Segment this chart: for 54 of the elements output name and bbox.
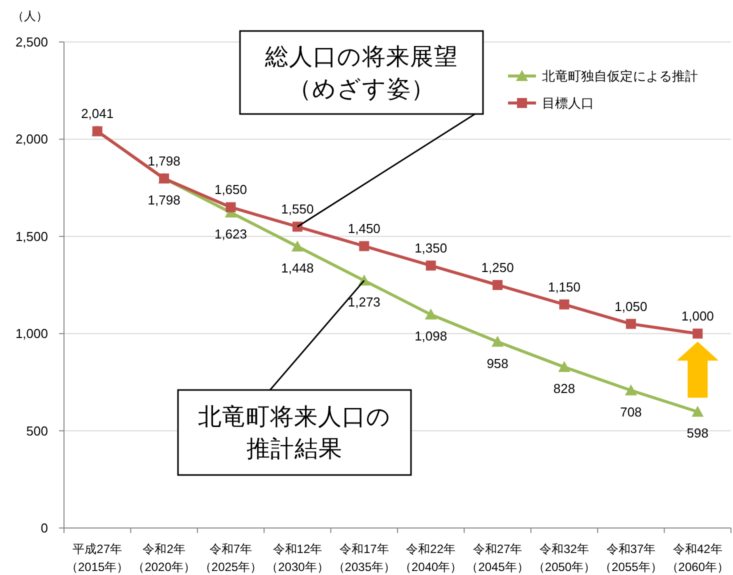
point [626,318,636,329]
point [692,328,703,339]
y-tick-label: 0 [40,520,48,536]
point [226,202,236,212]
y-tick-label: 500 [26,423,48,438]
data-label: 708 [620,404,642,420]
point [426,260,436,271]
data-label: 1,798 [148,192,180,208]
data-label: 1,550 [281,202,314,217]
x-tick-label: 令和37年（2055年） [600,542,662,574]
annotation: 総人口の将来展望（めざす姿） [264,44,458,102]
x-tick-label: 令和22年（2040年） [400,542,462,574]
point [492,336,504,347]
x-tick-label: 令和32年（2050年） [532,542,596,574]
data-label: 1,050 [614,298,648,314]
data-label: 1,450 [348,221,380,236]
data-label: 1,650 [214,182,248,198]
x-tick-label: 令和7年（2025年） [199,542,262,574]
data-label: 1,250 [481,260,514,275]
x-tick-label: 令和27年（2045年） [466,542,529,574]
data-label: 1,798 [148,153,180,168]
point [359,241,370,252]
data-label: 1,448 [281,260,314,276]
data-label: 2,041 [81,106,114,122]
data-label: 1,623 [214,226,248,242]
x-tick-label: 平成27年（2015年） [66,542,129,574]
data-label: 598 [686,426,708,441]
x-tick-label: 令和2年（2020年） [132,542,196,574]
point [692,406,704,417]
point [291,240,304,252]
y-tick-label: 2,000 [15,132,48,147]
data-label: 1,350 [414,240,448,256]
data-label: 1,000 [681,308,714,324]
data-label: 958 [486,356,508,371]
y-tick-label: 1,500 [15,228,48,244]
y-tick-label: 1,000 [15,326,48,342]
data-label: 828 [553,381,576,396]
legend-label: 目標人口 [542,96,594,110]
x-tick-label: 令和12年（2030年） [266,542,329,574]
data-label: 1,150 [548,279,581,294]
x-tick-label: 令和42年（2060年） [666,542,729,574]
point [624,384,637,396]
point [559,299,570,310]
point [292,222,302,232]
data-label: 1,098 [414,328,448,344]
data-label: 1,273 [348,294,380,310]
y-tick-label: 2,500 [15,34,48,50]
annotation: 北竜町将来人口の推計結果 [198,404,391,462]
y-axis-title: （人） [12,9,48,23]
x-tick-label: 令和17年（2035年） [332,542,396,574]
point [492,280,503,290]
legend-label: 北竜町独自仮定による推計 [542,68,698,84]
point [558,361,570,372]
point [424,308,437,320]
